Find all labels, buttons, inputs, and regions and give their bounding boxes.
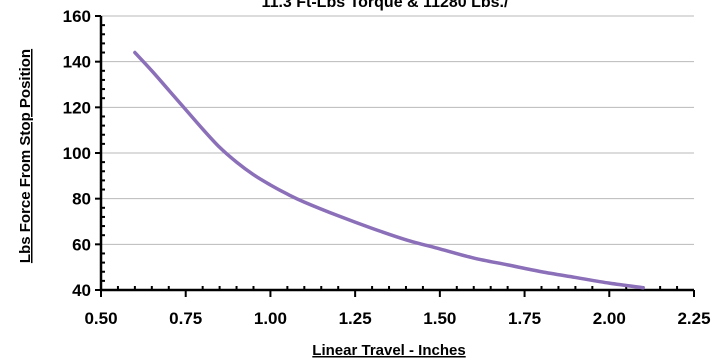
x-tick-label: 2.00 (593, 309, 626, 328)
series-group (133, 50, 645, 290)
gridlines (101, 15, 694, 245)
x-tick-label: 0.50 (84, 309, 117, 328)
y-tick-label: 60 (72, 235, 91, 254)
x-tick-label: 1.25 (339, 309, 372, 328)
x-axis-title: Linear Travel - Inches (312, 342, 465, 359)
y-tick-label: 100 (63, 144, 91, 163)
x-tick-labels: 0.50 0.75 1.00 1.25 1.50 1.75 2.00 2.25 (84, 309, 710, 328)
y-tick-label: 160 (63, 7, 91, 26)
x-tick-label: 1.75 (508, 309, 541, 328)
y-axis-title: Lbs Force From Stop Position (17, 49, 34, 263)
x-tick-label: 1.00 (254, 309, 287, 328)
x-tick-label: 2.25 (677, 309, 710, 328)
series-line-1 (133, 50, 645, 290)
y-tick-label: 40 (72, 281, 91, 300)
x-tick-label: 1.50 (423, 309, 456, 328)
y-tick-label: 120 (63, 98, 91, 117)
y-tick-label: 140 (63, 53, 91, 72)
y-tick-label: 80 (72, 190, 91, 209)
x-tick-label: 0.75 (169, 309, 202, 328)
axis-ticks (95, 15, 695, 297)
chart-title: 11.3 Ft-Lbs Torque & 11280 Lbs./ (262, 0, 509, 11)
y-tick-labels: 40 60 80 100 120 140 160 (63, 7, 91, 300)
